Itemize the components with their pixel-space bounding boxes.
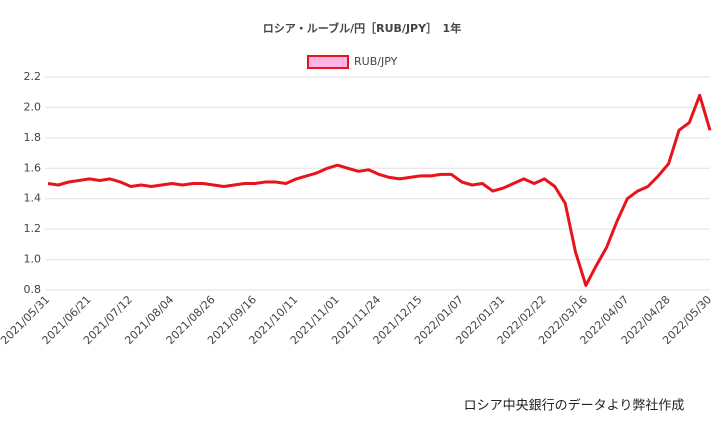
y-tick-label: 1.4 [24,192,42,205]
y-tick-label: 2.2 [24,70,42,83]
chart-title: ロシア・ルーブル/円［RUB/JPY］ 1年 [263,21,461,35]
y-tick-label: 2.0 [24,100,42,113]
legend-swatch [307,55,349,69]
source-note: ロシア中央銀行のデータより弊社作成 [464,398,685,414]
y-tick-label: 0.8 [24,283,42,296]
y-tick-label: 1.0 [24,253,42,266]
y-tick-label: 1.8 [24,131,42,144]
y-tick-label: 1.6 [24,161,42,174]
line [47,93,712,287]
legend-label: RUB/JPY [354,55,398,68]
y-tick-label: 1.2 [24,222,42,235]
